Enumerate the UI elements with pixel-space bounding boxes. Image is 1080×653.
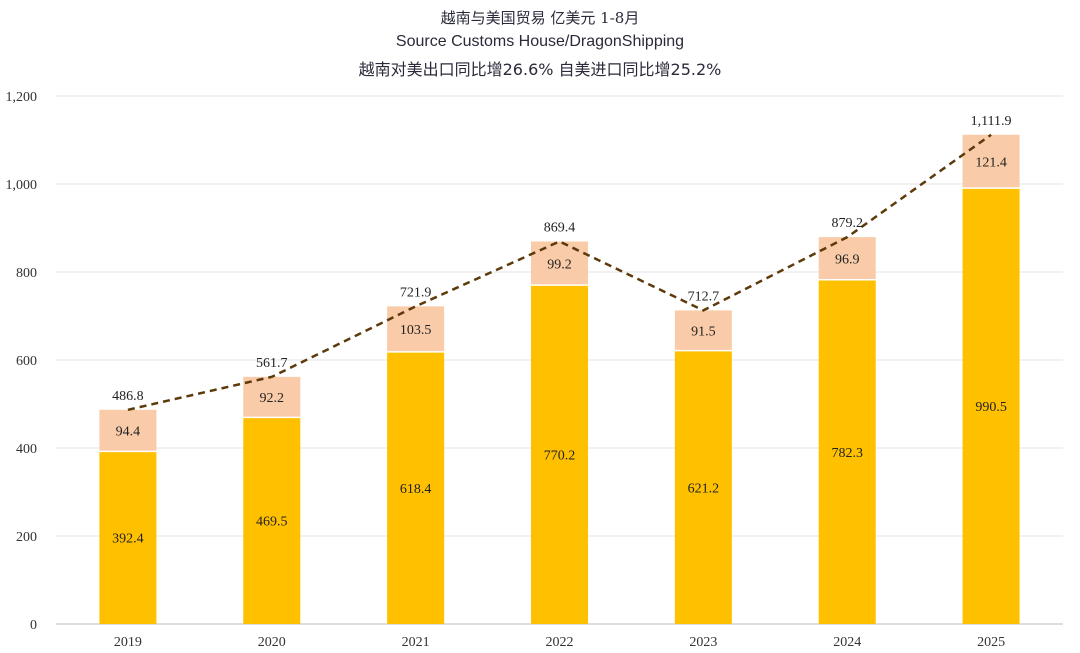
data-label-exports: 990.5 — [975, 400, 1007, 415]
bar-exports — [387, 351, 445, 624]
y-tick-label: 600 — [16, 354, 37, 369]
x-tick-label: 2019 — [114, 635, 142, 650]
data-label-exports: 618.4 — [400, 482, 432, 497]
x-tick-label: 2023 — [689, 635, 717, 650]
y-tick-label: 200 — [16, 530, 37, 545]
data-label-exports: 621.2 — [688, 481, 720, 496]
data-label-total: 712.7 — [688, 289, 720, 304]
chart-title: 越南与美国贸易 亿美元 1-8月 — [440, 9, 640, 27]
data-label-total: 486.8 — [112, 389, 144, 404]
data-label-total: 561.7 — [256, 356, 288, 371]
data-label-imports: 96.9 — [835, 252, 860, 267]
x-tick-label: 2025 — [977, 635, 1005, 650]
data-label-exports: 782.3 — [831, 446, 863, 461]
bar-imports — [99, 409, 157, 452]
bar-imports — [818, 237, 876, 280]
bar-exports — [962, 188, 1020, 624]
bar-exports — [531, 285, 588, 624]
bar-imports — [674, 310, 732, 351]
x-tick-label: 2021 — [402, 635, 430, 650]
bar-exports — [674, 350, 732, 624]
chart-subtitle: Source Customs House/DragonShipping — [395, 33, 685, 50]
data-label-imports: 91.5 — [691, 325, 716, 340]
data-label-exports: 392.4 — [112, 532, 144, 547]
x-tick-label: 2024 — [833, 635, 861, 650]
data-label-imports: 121.4 — [975, 155, 1007, 170]
y-tick-label: 800 — [16, 266, 37, 281]
y-tick-label: 0 — [30, 618, 37, 633]
bar-exports — [818, 279, 876, 624]
chart-note: 越南对美出口同比增26.6% 自美进口同比增25.2% — [358, 60, 722, 79]
y-tick-label: 1,200 — [6, 90, 38, 105]
bar-imports — [243, 376, 301, 418]
x-tick-label: 2020 — [258, 635, 286, 650]
data-label-exports: 770.2 — [544, 449, 576, 464]
data-label-imports: 99.2 — [547, 257, 572, 272]
data-label-exports: 469.5 — [256, 515, 288, 530]
data-label-total: 1,111.9 — [971, 114, 1012, 129]
y-tick-label: 1,000 — [6, 178, 38, 193]
data-label-imports: 94.4 — [116, 425, 141, 440]
y-tick-label: 400 — [16, 442, 37, 457]
x-tick-label: 2022 — [546, 635, 574, 650]
bar-imports — [387, 306, 445, 352]
bar-exports — [99, 451, 157, 624]
bar-exports — [243, 417, 301, 624]
data-label-total: 879.2 — [831, 216, 863, 231]
data-label-imports: 103.5 — [400, 323, 432, 338]
bar-imports — [962, 134, 1020, 189]
data-label-total: 869.4 — [544, 220, 576, 235]
data-label-total: 721.9 — [400, 285, 432, 300]
total-line — [127, 133, 992, 412]
data-label-imports: 92.2 — [260, 391, 285, 406]
